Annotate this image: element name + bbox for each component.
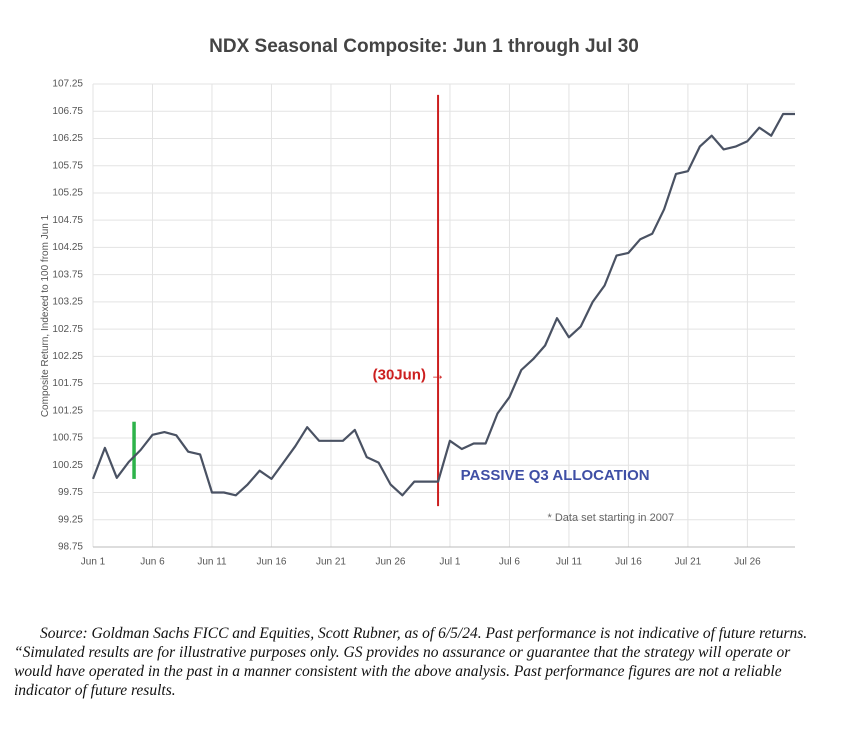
x-tick-label: Jun 1 <box>81 557 106 568</box>
chart-title: NDX Seasonal Composite: Jun 1 through Ju… <box>209 36 639 57</box>
source-note: Source: Goldman Sachs FICC and Equities,… <box>14 625 808 699</box>
y-tick-label: 102.25 <box>52 351 83 362</box>
annotation: * Data set starting in 2007 <box>548 512 675 524</box>
y-tick-label: 98.75 <box>58 542 83 553</box>
y-tick-label: 104.25 <box>52 242 83 253</box>
y-tick-label: 101.75 <box>52 378 83 389</box>
y-tick-label: 101.25 <box>52 405 83 416</box>
y-tick-label: 106.25 <box>52 133 83 144</box>
annotation: (30Jun) → <box>373 366 446 383</box>
series-line <box>91 112 795 497</box>
annotation: PASSIVE Q3 ALLOCATION <box>461 467 650 484</box>
x-tick-label: Jul 16 <box>615 557 642 568</box>
x-tick-label: Jul 6 <box>499 557 521 568</box>
y-tick-label: 100.25 <box>52 460 83 471</box>
x-tick-label: Jun 16 <box>256 557 286 568</box>
y-tick-label: 103.25 <box>52 297 83 308</box>
y-tick-label: 99.25 <box>58 514 83 525</box>
y-tick-label: 106.75 <box>52 106 83 117</box>
y-tick-label: 105.25 <box>52 188 83 199</box>
x-tick-label: Jul 26 <box>734 557 761 568</box>
x-tick-label: Jun 21 <box>316 557 346 568</box>
y-tick-label: 105.75 <box>52 160 83 171</box>
x-tick-label: Jun 6 <box>140 557 165 568</box>
y-tick-label: 102.75 <box>52 324 83 335</box>
y-tick-label: 100.75 <box>52 433 83 444</box>
x-tick-label: Jul 21 <box>675 557 702 568</box>
x-tick-label: Jun 11 <box>197 557 227 568</box>
x-tick-label: Jul 11 <box>556 557 582 568</box>
y-axis-label: Composite Return, Indexed to 100 from Ju… <box>40 214 51 417</box>
x-tick-label: Jun 26 <box>375 557 405 568</box>
chart: NDX Seasonal Composite: Jun 1 through Ju… <box>40 36 795 568</box>
y-tick-label: 107.25 <box>52 79 83 90</box>
y-tick-label: 103.75 <box>52 269 83 280</box>
y-tick-label: 104.75 <box>52 215 83 226</box>
x-tick-label: Jul 1 <box>439 557 461 568</box>
y-tick-label: 99.75 <box>58 487 83 498</box>
